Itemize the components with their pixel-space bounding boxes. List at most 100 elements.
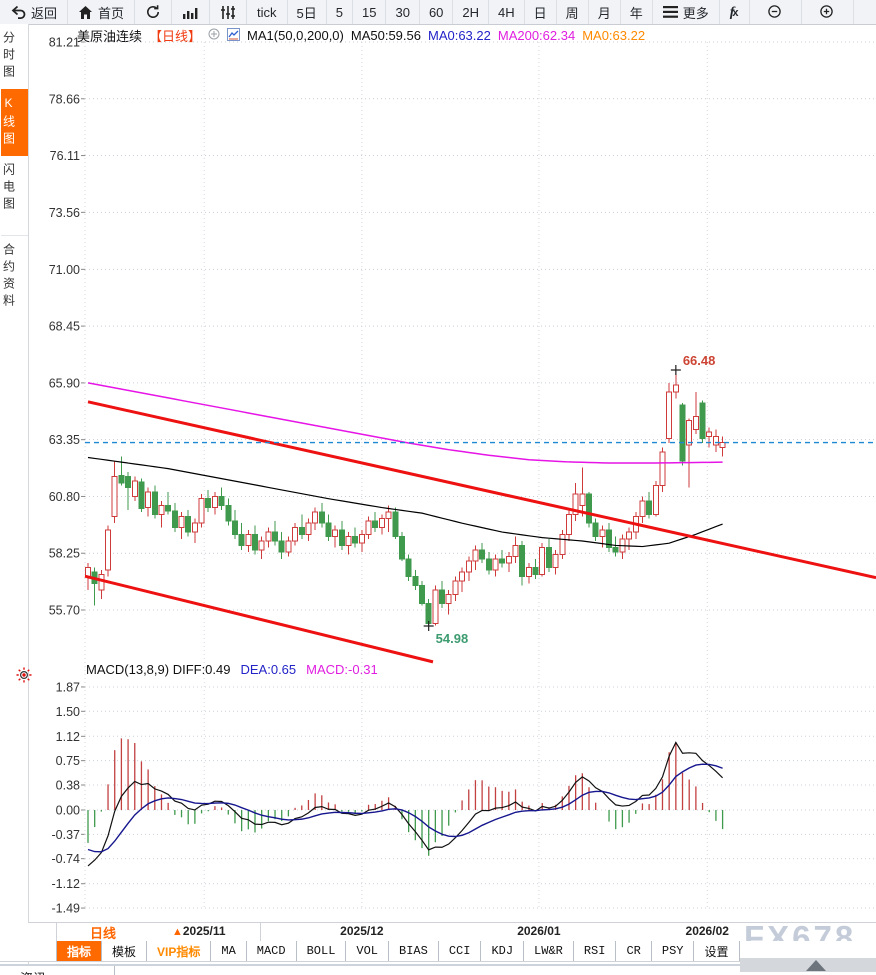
zoom-out-icon	[767, 4, 784, 21]
x-axis-label: 2026/01	[517, 924, 561, 938]
svg-text:0.00: 0.00	[56, 804, 80, 818]
menu-icon	[662, 6, 678, 18]
svg-text:73.56: 73.56	[49, 206, 80, 220]
sidebar-item-contract-info[interactable]: 合约资料	[0, 235, 28, 318]
indicator-tab-CCI8[interactable]: CCI	[439, 941, 482, 961]
macd-bar-value: MACD:-0.31	[306, 662, 378, 677]
toolbar-period-month-button[interactable]: 月	[589, 0, 621, 24]
toolbar-period-30-button[interactable]: 30	[386, 0, 420, 24]
indicator-tab-MA3[interactable]: MA	[211, 941, 247, 961]
toolbar-tick-button[interactable]: tick	[247, 0, 288, 24]
toolbar-zoom-in-button[interactable]	[802, 0, 854, 24]
home-icon	[78, 5, 93, 20]
toolbar-period-month-label: 月	[597, 5, 611, 21]
macd-legend: MACD(13,8,9) DIFF:0.49 DEA:0.65 MACD:-0.…	[86, 662, 378, 677]
indicator-tab-PSY13[interactable]: PSY	[652, 941, 695, 961]
toolbar-period-60-button[interactable]: 60	[420, 0, 454, 24]
sidebar-item-flash-chart[interactable]: 闪电图	[1, 163, 16, 214]
indicator-tab-xx0[interactable]: 指标	[56, 941, 103, 961]
horizontal-scrollbar[interactable]	[740, 958, 876, 972]
toolbar-period-2h-label: 2H	[462, 4, 480, 20]
ma0-blue-value: MA0:63.22	[427, 28, 491, 43]
circle-plus-icon[interactable]	[208, 28, 220, 43]
indicator-tab-CR12[interactable]: CR	[616, 941, 652, 961]
toolbar-kline-chart-button[interactable]	[210, 0, 248, 24]
sidebar-item-time-chart[interactable]: 分时图	[1, 31, 16, 82]
svg-text:-0.74: -0.74	[52, 852, 81, 866]
indicator-tab-VIPxx2[interactable]: VIP指标	[147, 941, 212, 961]
indicator-icon[interactable]	[227, 27, 241, 44]
toolbar-back-label: 返回	[31, 5, 58, 21]
indicator-tab-KDJ9[interactable]: KDJ	[481, 941, 525, 961]
toolbar-more-button[interactable]: 更多	[653, 0, 720, 24]
toolbar-period-60-label: 60	[428, 4, 444, 20]
svg-text:76.11: 76.11	[50, 149, 80, 163]
toolbar-back-button[interactable]: 返回	[0, 0, 69, 24]
svg-text:1.87: 1.87	[56, 680, 80, 694]
indicator-tab-LWxR10[interactable]: LW&R	[524, 941, 574, 961]
svg-text:58.25: 58.25	[49, 547, 80, 561]
toolbar-home-button[interactable]: 首页	[68, 0, 136, 24]
toolbar-period-4h-label: 4H	[498, 4, 515, 20]
svg-text:0.38: 0.38	[56, 778, 80, 792]
toolbar-refresh-button[interactable]	[135, 0, 173, 24]
symbol-period: 【日线】	[149, 29, 202, 44]
x-axis-label: 2026/02	[685, 924, 729, 938]
toolbar-period-week-label: 周	[565, 5, 579, 21]
toolbar-period-5-button[interactable]: 5	[327, 0, 353, 24]
svg-text:66.48: 66.48	[683, 353, 716, 368]
toolbar-period-2h-button[interactable]: 2H	[453, 0, 490, 24]
svg-text:-1.49: -1.49	[52, 902, 81, 916]
svg-text:1.50: 1.50	[56, 705, 80, 719]
period-label: 日线	[90, 925, 117, 941]
chart-type-sidebar: 分时图 K线图闪电图合约资料	[0, 24, 29, 975]
bottom-strip: 资讯	[0, 964, 876, 975]
x-axis-label: 2025/11	[182, 924, 226, 938]
indicator-settings-sun-icon[interactable]	[15, 666, 33, 689]
price-macd-chart[interactable]: 81.21 78.66 76.11 73.56 71.00 68.45 65.90 63.35…	[28, 24, 876, 922]
top-toolbar: 返回 首页 tick 5日 5 15 30 60 2H 4H 日 周 月 年 更多 fx	[0, 0, 876, 25]
scroll-up-arrow-icon[interactable]	[806, 960, 826, 971]
toolbar-period-day-button[interactable]: 日	[525, 0, 557, 24]
ma-settings: MA1(50,0,200,0)	[247, 28, 344, 43]
svg-text:81.21: 81.21	[49, 36, 80, 50]
toolbar-period-15-button[interactable]: 15	[353, 0, 387, 24]
indicator-tab-xx1[interactable]: 模板	[102, 941, 148, 961]
svg-text:55.70: 55.70	[49, 604, 80, 618]
indicator-tab-BIAS7[interactable]: BIAS	[389, 941, 439, 961]
toolbar-period-4h-button[interactable]: 4H	[489, 0, 525, 24]
indicator-tab-xx14[interactable]: 设置	[694, 941, 740, 961]
indicator-tab-VOL6[interactable]: VOL	[346, 941, 390, 961]
toolbar-period-5d-button[interactable]: 5日	[288, 0, 327, 24]
svg-text:54.98: 54.98	[436, 631, 469, 646]
svg-text:-0.37: -0.37	[52, 828, 81, 842]
indicator-tab-MACD4[interactable]: MACD	[247, 941, 297, 961]
toolbar-period-year-button[interactable]: 年	[621, 0, 653, 24]
candlestick-icon	[220, 5, 236, 20]
ma0-orange-value: MA0:63.22	[582, 28, 646, 43]
toolbar-period-30-label: 30	[395, 4, 410, 20]
indicator-toolbar: 指标 模板 VIP指标 MA MACD BOLL VOL BIAS CCI KDJ LW&R RSI C…	[0, 941, 876, 962]
toolbar-period-5d-label: 5日	[296, 5, 317, 21]
svg-text:71.00: 71.00	[49, 263, 80, 277]
toolbar-zoom-out-button[interactable]	[750, 0, 802, 24]
toolbar-fx-button[interactable]: fx	[720, 0, 750, 24]
toolbar-period-5-label: 5	[335, 4, 343, 20]
svg-text:1.12: 1.12	[56, 730, 80, 744]
main-chart-legend: 美原油连续 【日线】 MA1(50,0,200,0) MA50:59.56 MA…	[77, 26, 645, 45]
toolbar-period-week-button[interactable]: 周	[557, 0, 589, 24]
indicator-tab-RSI11[interactable]: RSI	[574, 941, 617, 961]
indicator-tab-BOLL5[interactable]: BOLL	[297, 941, 347, 961]
symbol-name: 美原油连续	[77, 29, 143, 44]
svg-text:68.45: 68.45	[49, 320, 80, 334]
toolbar-timeline-chart-button[interactable]	[172, 0, 211, 24]
macd-dea-value: DEA:0.65	[240, 662, 297, 677]
period-selector[interactable]: 日线 ▲	[56, 923, 261, 941]
toolbar-period-year-label: 年	[629, 5, 643, 21]
toolbar-period-15-label: 15	[362, 4, 377, 20]
svg-text:78.66: 78.66	[49, 92, 80, 106]
tab-news-clipped[interactable]: 资讯	[4, 966, 115, 975]
chevron-up-icon: ▲	[172, 926, 183, 938]
sidebar-item-kline-chart[interactable]: K线图	[0, 89, 28, 156]
